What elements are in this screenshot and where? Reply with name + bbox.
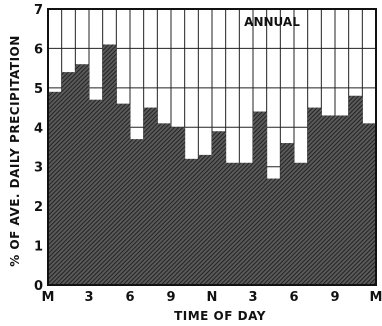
annual-annotation: ANNUAL <box>244 15 300 29</box>
bar-hour-18 <box>294 162 308 285</box>
bar-hour-11 <box>198 154 213 285</box>
bar-hour-2 <box>75 64 90 285</box>
x-tick-label: N <box>207 290 218 305</box>
bar-hour-20 <box>321 115 336 285</box>
bar-hour-0 <box>48 91 62 285</box>
y-axis-label: % OF AVE. DAILY PRECIPITATION <box>8 35 22 267</box>
y-tick-label: 4 <box>34 121 43 136</box>
bars <box>48 44 377 286</box>
bar-hour-16 <box>266 178 281 285</box>
x-tick-label: 3 <box>248 290 257 305</box>
y-tick-label: 1 <box>34 240 43 255</box>
x-tick-label: 6 <box>289 290 298 305</box>
x-tick-label: 6 <box>125 290 134 305</box>
bar-hour-22 <box>348 95 363 285</box>
bar-hour-4 <box>102 44 117 285</box>
bar-hour-3 <box>89 99 103 285</box>
y-tick-label: 3 <box>34 161 43 176</box>
bar-hour-8 <box>157 123 172 285</box>
bar-hour-9 <box>171 127 185 286</box>
bar-hour-14 <box>239 162 254 285</box>
bar-hour-13 <box>225 162 240 285</box>
bar-hour-15 <box>253 111 267 285</box>
bar-hour-12 <box>212 131 226 285</box>
plot-frame <box>47 8 377 286</box>
bar-hour-5 <box>116 103 131 285</box>
y-tick-label: 6 <box>34 42 43 57</box>
y-tick-label: 5 <box>34 82 43 97</box>
bar-hour-7 <box>143 107 158 285</box>
x-tick-label: M <box>370 290 382 305</box>
y-tick-labels: 0 1 2 3 4 5 6 7 <box>34 3 43 294</box>
bar-hour-6 <box>130 139 144 285</box>
bar-hour-1 <box>61 72 76 285</box>
x-tick-label: 9 <box>166 290 175 305</box>
bar-hour-23 <box>362 123 377 285</box>
x-tick-label: M <box>42 290 55 305</box>
x-tick-labels: M 3 6 9 N 3 6 9 M <box>42 290 382 305</box>
x-axis-label: TIME OF DAY <box>174 309 266 323</box>
y-tick-label: 0 <box>34 279 43 294</box>
bar-hour-21 <box>335 115 349 285</box>
bar-hour-17 <box>280 143 295 285</box>
y-tick-label: 2 <box>34 200 43 215</box>
bar-hour-19 <box>307 107 322 285</box>
y-tick-label: 7 <box>34 3 43 18</box>
x-tick-label: 9 <box>330 290 339 305</box>
x-tick-label: 3 <box>84 290 93 305</box>
bar-hour-10 <box>184 158 199 285</box>
